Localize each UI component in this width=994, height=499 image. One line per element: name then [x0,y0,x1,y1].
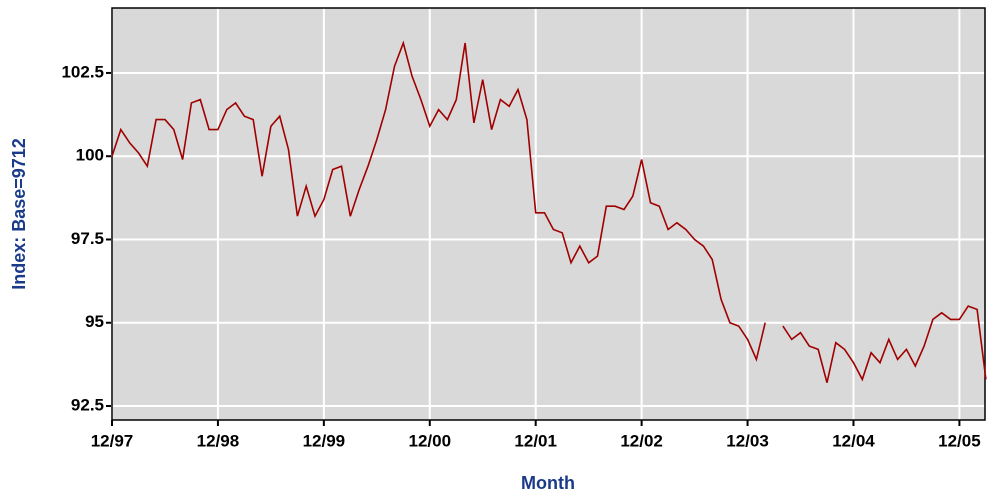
y-tick-label: 92.5 [71,395,104,414]
plot-area [112,8,985,420]
y-axis-label: Index: Base=9712 [9,138,29,290]
y-tick-label: 97.5 [71,229,104,248]
x-tick-label: 12/04 [832,431,875,450]
x-tick-label: 12/02 [620,431,663,450]
x-tick-label: 12/01 [514,431,557,450]
x-tick-label: 12/99 [303,431,346,450]
x-axis-label: Month [521,473,575,493]
y-tick-label: 100 [76,146,104,165]
x-tick-label: 12/00 [409,431,452,450]
x-tick-label: 12/98 [197,431,240,450]
x-tick-label: 12/05 [938,431,981,450]
x-tick-label: 12/97 [91,431,134,450]
y-tick-label: 102.5 [61,62,104,81]
data-line [111,40,987,383]
y-tick-label: 95 [85,312,104,331]
plot-border [111,7,986,421]
x-tick-label: 12/03 [726,431,769,450]
